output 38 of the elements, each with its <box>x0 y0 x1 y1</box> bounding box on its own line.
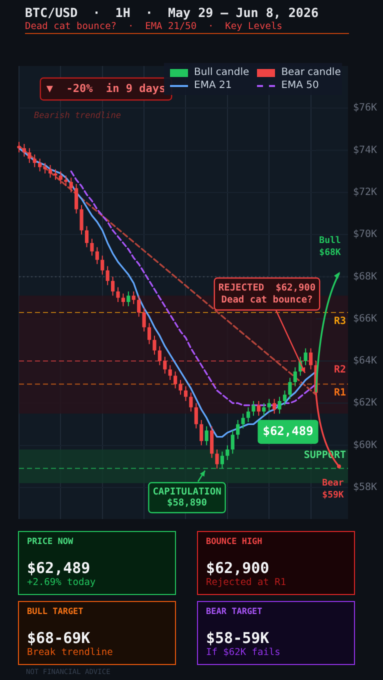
legend-label: Bear candle <box>281 67 341 78</box>
text: +2.69% today <box>27 577 97 588</box>
text: BEAR TARGET <box>206 607 264 617</box>
annotation: Bear $59K <box>322 478 344 501</box>
text: Rejected at R1 <box>206 577 288 588</box>
y-tick-label: $60K <box>353 440 378 451</box>
text: BULL TARGET <box>27 607 84 617</box>
text: $62,489 <box>27 559 92 577</box>
text: BOUNCE HIGH <box>206 537 264 547</box>
y-tick-label: $74K <box>353 144 378 156</box>
annotation: Bull $68K <box>319 236 342 258</box>
y-tick-label: $66K <box>353 313 378 324</box>
annotation: CAPITULATION $58,890 <box>152 486 222 509</box>
legend-label: EMA 50 <box>281 80 319 91</box>
annotation: REJECTED $62,900 Dead cat bounce? <box>218 282 316 306</box>
text: $58-59K <box>206 629 270 647</box>
y-tick-label: $64K <box>353 356 378 367</box>
text: Break trendline <box>27 647 114 658</box>
y-tick-label: $68K <box>353 271 378 282</box>
y-tick-label: $72K <box>353 187 378 198</box>
text: If $62K fails <box>206 647 282 658</box>
legend-label: EMA 21 <box>194 80 232 91</box>
annotation: ▼ -20% in 9 days <box>46 82 166 95</box>
y-tick-label: $58K <box>353 482 378 493</box>
text: $68-69K <box>27 629 92 647</box>
ref-line-label: R3 <box>334 316 346 328</box>
y-tick-label: $62K <box>353 398 378 409</box>
text: $62,900 <box>206 559 270 577</box>
annotation: $62,489 <box>262 424 314 438</box>
y-tick-label: $70K <box>353 229 378 240</box>
ref-line-label: R2 <box>334 364 346 376</box>
chart-title: BTC/USD · 1H · May 29 – Jun 8, 2026 <box>25 5 318 20</box>
y-tick-label: $76K <box>353 102 378 114</box>
ref-line-label: R1 <box>334 388 346 399</box>
chart-subtitle: Dead cat bounce? · EMA 21/50 · Key Levels <box>25 21 282 32</box>
annotation: Bearish trendline <box>34 111 121 122</box>
legend-label: Bull candle <box>194 67 250 78</box>
text: PRICE NOW <box>27 537 74 547</box>
